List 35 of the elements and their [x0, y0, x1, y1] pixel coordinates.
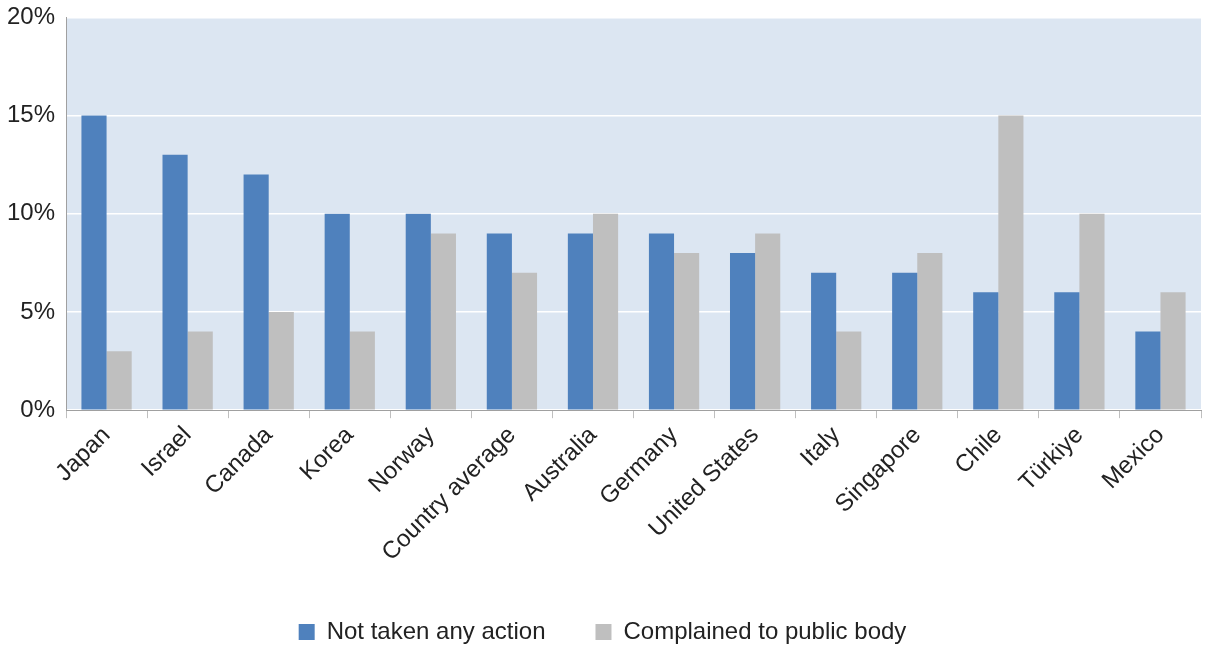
bar	[1160, 292, 1186, 410]
legend-label: Not taken any action	[326, 616, 546, 644]
bar	[729, 253, 756, 410]
bar	[648, 233, 675, 410]
bar	[187, 331, 213, 410]
bar	[811, 272, 837, 410]
bar	[106, 351, 132, 410]
bar	[836, 331, 862, 410]
bar	[430, 233, 456, 410]
y-tick-label: 0%	[20, 394, 56, 422]
legend-label: Complained to public body	[623, 616, 907, 644]
y-tick-label: 5%	[20, 296, 56, 324]
bar	[405, 213, 431, 410]
bar	[486, 233, 512, 410]
bar	[755, 233, 781, 410]
bar	[243, 174, 269, 410]
bar	[324, 213, 350, 410]
bar	[1135, 331, 1161, 410]
bar	[567, 233, 593, 410]
bar	[81, 115, 107, 410]
bar	[1054, 292, 1080, 410]
y-tick-label: 20%	[6, 2, 56, 30]
bar	[973, 292, 999, 410]
bar	[998, 115, 1024, 410]
bar	[592, 213, 619, 410]
bar	[917, 253, 943, 410]
bar	[1079, 213, 1105, 410]
bar	[674, 253, 700, 410]
bar	[892, 272, 918, 410]
y-tick-label: 15%	[6, 100, 56, 128]
bar	[268, 311, 294, 410]
bar	[511, 272, 538, 410]
bar	[162, 154, 188, 410]
y-tick-label: 10%	[6, 198, 56, 226]
bar	[349, 331, 375, 410]
